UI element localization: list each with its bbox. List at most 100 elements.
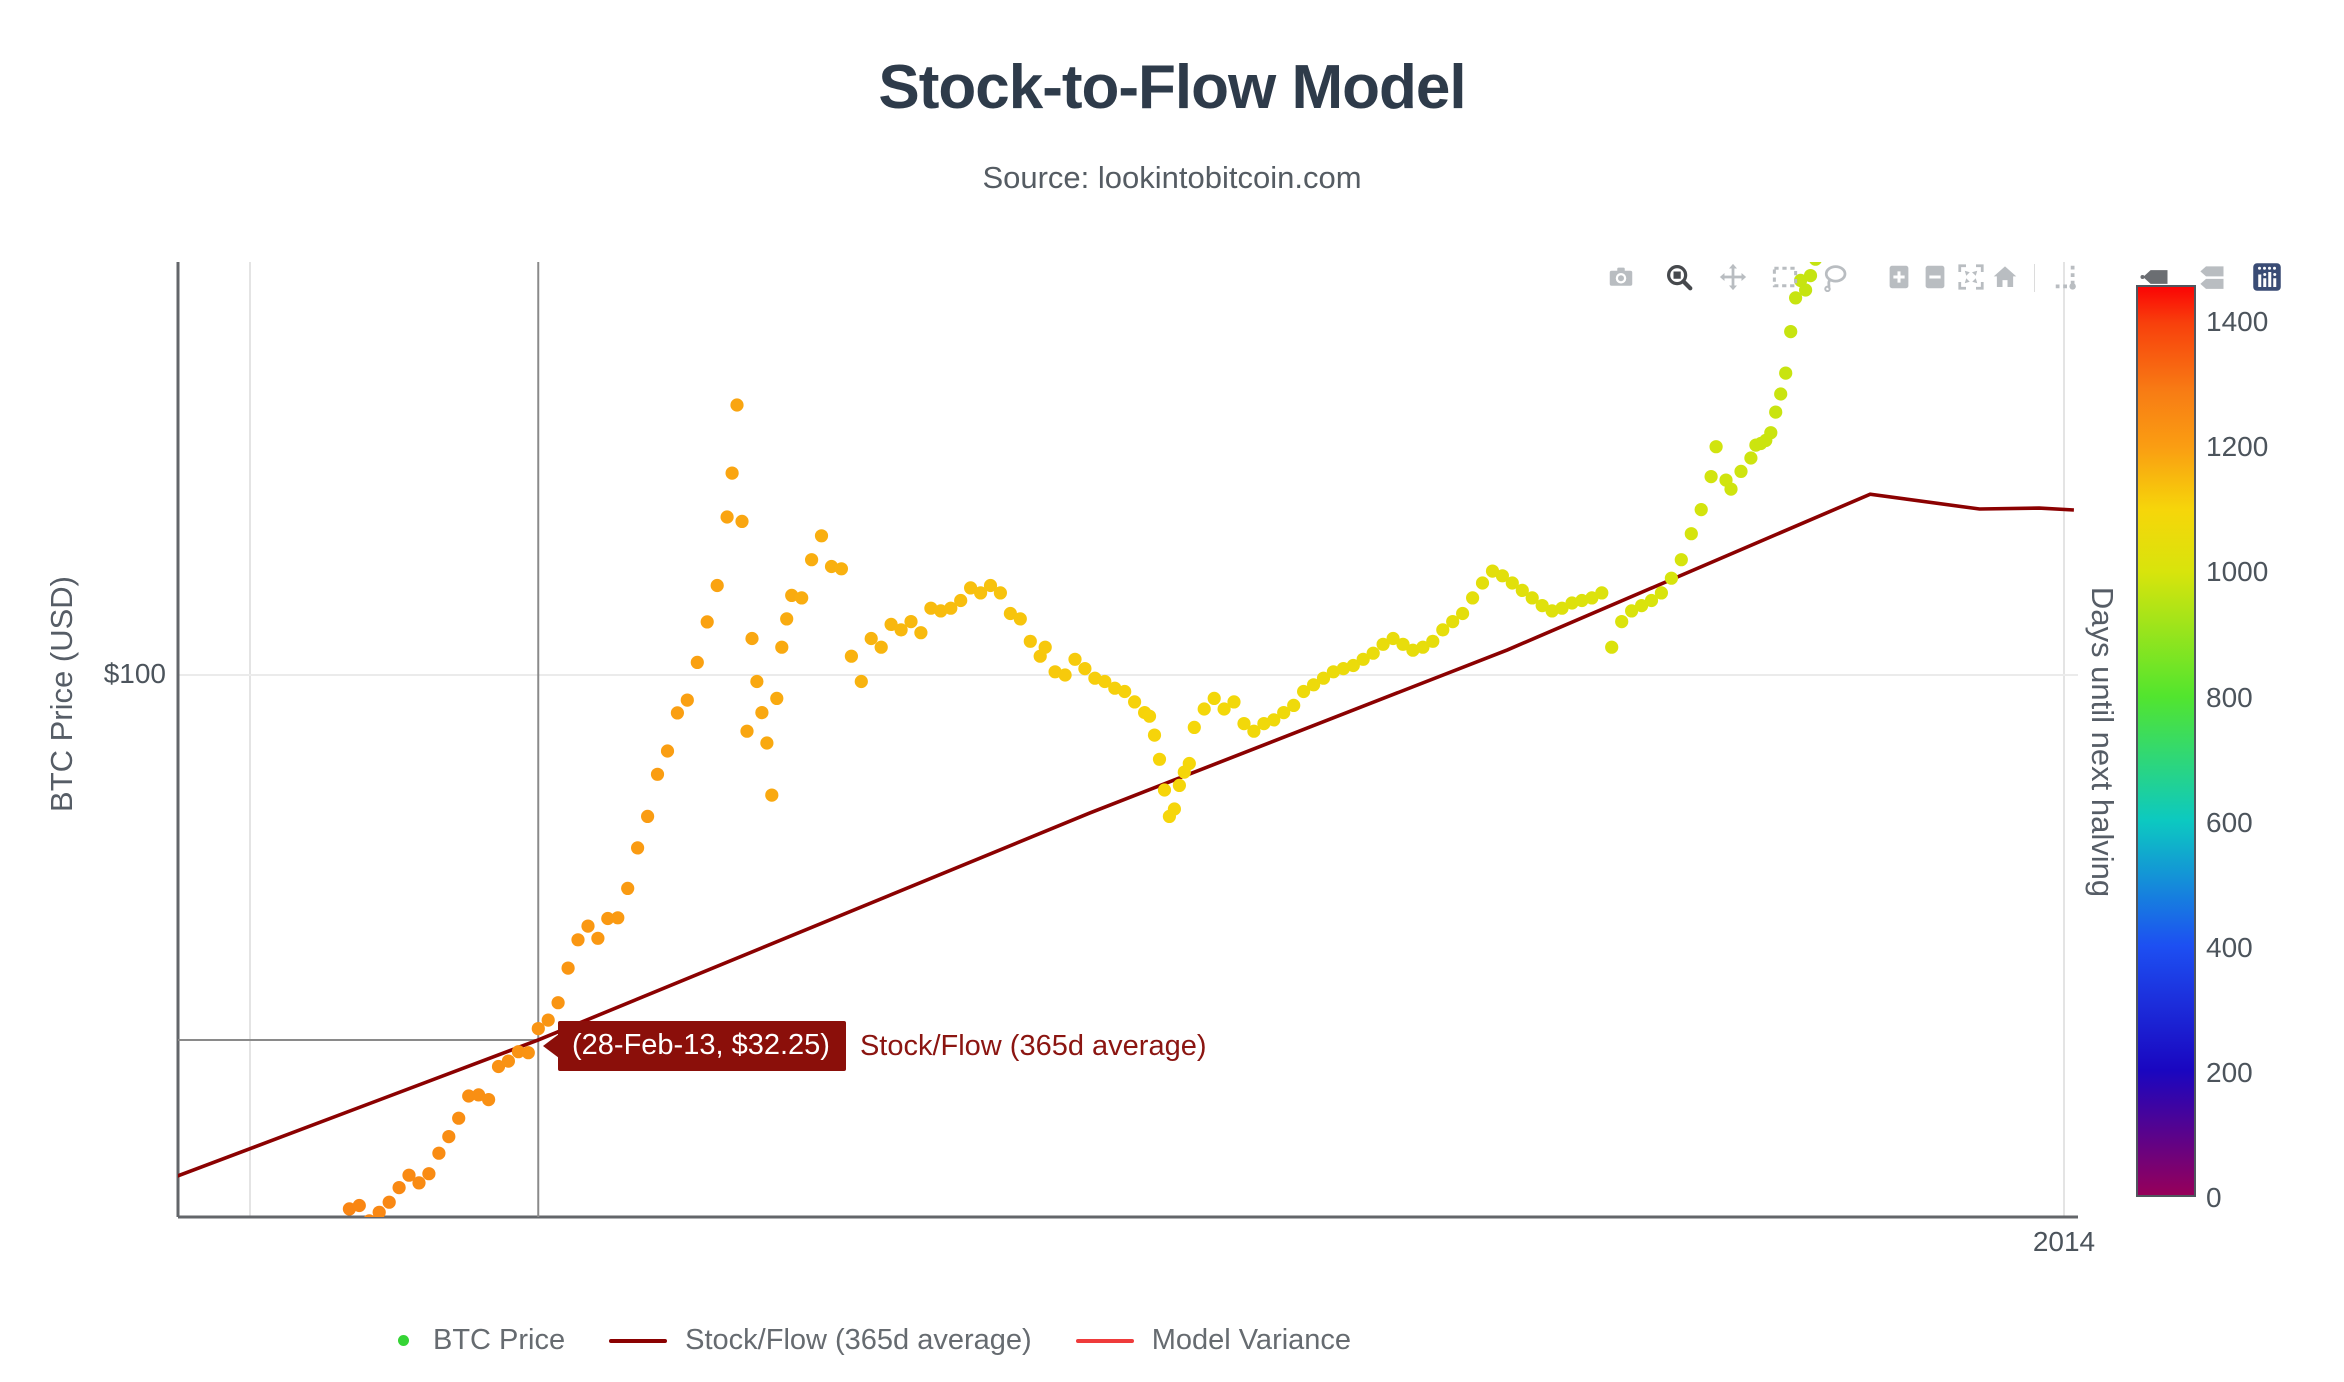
btc-price-point[interactable]: [1466, 591, 1480, 605]
btc-price-point[interactable]: [1525, 591, 1539, 605]
btc-price-point[interactable]: [680, 693, 694, 707]
btc-price-point[interactable]: [1152, 752, 1167, 766]
btc-price-point[interactable]: [904, 615, 918, 629]
autoscale-icon[interactable]: [1956, 262, 1986, 292]
btc-price-point[interactable]: [1799, 283, 1813, 297]
btc-price-point[interactable]: [1396, 637, 1410, 651]
btc-price-point[interactable]: [1307, 678, 1321, 692]
btc-price-point[interactable]: [983, 578, 998, 593]
btc-price-point[interactable]: [1644, 593, 1659, 608]
btc-price-point[interactable]: [1078, 662, 1092, 676]
btc-price-point[interactable]: [452, 1111, 466, 1125]
btc-price-point[interactable]: [1217, 702, 1231, 716]
btc-price-point[interactable]: [601, 911, 615, 926]
btc-price-point[interactable]: [1048, 665, 1062, 679]
btc-price-point[interactable]: [1535, 599, 1549, 613]
btc-price-point[interactable]: [1575, 593, 1589, 608]
btc-price-point[interactable]: [700, 615, 714, 629]
btc-price-point[interactable]: [491, 1059, 506, 1074]
btc-price-point[interactable]: [834, 562, 849, 576]
btc-price-point[interactable]: [1625, 604, 1639, 618]
btc-price-point[interactable]: [1182, 756, 1196, 771]
btc-price-point[interactable]: [1605, 640, 1619, 654]
btc-price-point[interactable]: [1118, 684, 1132, 699]
stock-flow-line[interactable]: [176, 492, 2074, 1178]
btc-price-point[interactable]: [412, 1176, 426, 1190]
btc-price-point[interactable]: [755, 706, 769, 720]
btc-price-point[interactable]: [482, 1093, 496, 1107]
btc-price-point[interactable]: [561, 961, 575, 975]
box-select-icon[interactable]: [1770, 262, 1800, 292]
btc-price-point[interactable]: [894, 623, 908, 637]
btc-price-point[interactable]: [1779, 366, 1793, 380]
btc-price-point[interactable]: [765, 788, 779, 802]
btc-price-point[interactable]: [1172, 778, 1186, 793]
lasso-icon[interactable]: [1820, 262, 1850, 293]
btc-price-point[interactable]: [1565, 596, 1579, 610]
btc-price-point[interactable]: [1257, 717, 1271, 731]
btc-price-point[interactable]: [1088, 671, 1102, 685]
btc-price-point[interactable]: [1814, 221, 1827, 234]
btc-price-scatter[interactable]: [342, 221, 1827, 1227]
btc-price-point[interactable]: [770, 691, 784, 706]
btc-price-point[interactable]: [342, 1202, 356, 1216]
btc-price-point[interactable]: [1485, 564, 1500, 578]
btc-price-point[interactable]: [641, 809, 655, 824]
btc-price-point[interactable]: [1654, 586, 1668, 600]
btc-price-point[interactable]: [725, 466, 739, 480]
btc-price-point[interactable]: [1774, 387, 1788, 401]
btc-price-point[interactable]: [442, 1130, 456, 1144]
btc-price-point[interactable]: [993, 586, 1008, 600]
btc-price-point[interactable]: [422, 1167, 436, 1181]
zoom-in-icon[interactable]: [1884, 262, 1914, 292]
btc-price-point[interactable]: [1769, 405, 1783, 419]
btc-price-point[interactable]: [1595, 586, 1609, 600]
btc-price-point[interactable]: [1635, 599, 1649, 613]
btc-price-point[interactable]: [1809, 253, 1822, 266]
btc-price-point[interactable]: [551, 996, 565, 1010]
btc-price-point[interactable]: [1346, 658, 1360, 673]
btc-price-point[interactable]: [1128, 695, 1142, 709]
btc-price-point[interactable]: [650, 767, 665, 781]
btc-price-point[interactable]: [462, 1089, 476, 1103]
btc-price-point[interactable]: [1436, 623, 1450, 637]
btc-price-point[interactable]: [1734, 464, 1748, 478]
btc-price-point[interactable]: [1784, 325, 1798, 339]
btc-price-point[interactable]: [720, 510, 734, 524]
plotly-logo-icon[interactable]: [2252, 262, 2282, 292]
btc-price-point[interactable]: [1545, 604, 1559, 618]
btc-price-point[interactable]: [1366, 646, 1380, 660]
btc-price-point[interactable]: [954, 593, 968, 608]
btc-price-point[interactable]: [745, 631, 759, 646]
btc-price-point[interactable]: [1316, 671, 1331, 685]
btc-price-point[interactable]: [1446, 615, 1460, 629]
zoom-icon[interactable]: [1664, 262, 1694, 292]
btc-price-point[interactable]: [1227, 695, 1241, 709]
btc-price-point[interactable]: [1167, 802, 1181, 816]
btc-price-point[interactable]: [1386, 631, 1400, 646]
pan-icon[interactable]: [1718, 262, 1748, 292]
btc-price-point[interactable]: [1297, 684, 1311, 699]
btc-price-point[interactable]: [805, 553, 819, 567]
btc-price-point[interactable]: [1237, 717, 1251, 731]
btc-price-point[interactable]: [944, 601, 958, 615]
btc-price-point[interactable]: [740, 724, 754, 738]
btc-price-point[interactable]: [1023, 634, 1037, 648]
btc-price-point[interactable]: [854, 674, 868, 689]
btc-price-point[interactable]: [1197, 702, 1211, 716]
btc-price-point[interactable]: [690, 655, 704, 670]
btc-price-point[interactable]: [1515, 583, 1529, 598]
btc-price-point[interactable]: [521, 1046, 535, 1060]
btc-price-point[interactable]: [1376, 637, 1390, 651]
btc-price-point[interactable]: [402, 1168, 416, 1182]
btc-price-point[interactable]: [1744, 451, 1758, 465]
btc-price-point[interactable]: [1684, 527, 1698, 541]
btc-price-point[interactable]: [1247, 724, 1261, 738]
hover-compare-icon[interactable]: [2196, 262, 2226, 292]
btc-price-point[interactable]: [1157, 783, 1172, 797]
btc-price-point[interactable]: [1505, 576, 1519, 590]
btc-price-point[interactable]: [1789, 291, 1803, 305]
btc-price-point[interactable]: [1724, 482, 1738, 496]
btc-price-point[interactable]: [1585, 591, 1599, 605]
btc-price-point[interactable]: [1664, 571, 1678, 585]
